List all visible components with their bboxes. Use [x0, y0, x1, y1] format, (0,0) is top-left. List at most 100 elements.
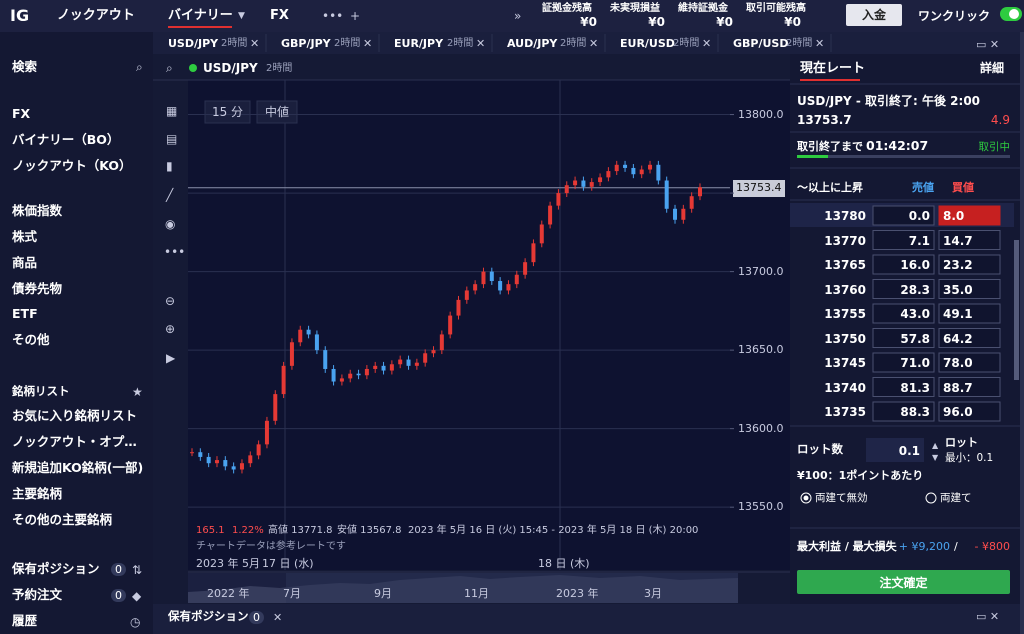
instrument-tab[interactable]: EUR/USD	[620, 37, 675, 50]
sell[interactable]: 7.1	[908, 233, 930, 248]
instrument-tab[interactable]: GBP/JPY	[281, 37, 331, 50]
buy[interactable]: 14.7	[943, 233, 973, 248]
panel-tab[interactable]: 詳細	[980, 61, 1005, 75]
interval-button[interactable]	[204, 100, 251, 124]
dropdown[interactable]: ▼	[238, 11, 245, 21]
price-type-button[interactable]	[256, 100, 298, 124]
menu-item[interactable]: ETF	[12, 306, 38, 321]
panel-tab[interactable]: 現在レート	[800, 61, 866, 76]
window[interactable]: ▭ ✕	[976, 610, 999, 623]
nav-tab[interactable]: FX	[270, 8, 289, 23]
close[interactable]: ✕	[273, 611, 282, 624]
add[interactable]: +	[350, 9, 360, 23]
tool[interactable]: ⊕	[165, 322, 175, 336]
menu-item[interactable]: ノックアウト（KO）	[12, 158, 132, 173]
deposit[interactable]: 入金	[861, 8, 886, 22]
candle-body	[281, 365, 286, 395]
instrument-tab[interactable]: EUR/JPY	[394, 37, 444, 50]
sell[interactable]: 57.8	[900, 331, 930, 346]
sell[interactable]: 16.0	[900, 258, 930, 272]
menu-item[interactable]: 株式	[12, 229, 38, 244]
deposit-button[interactable]	[846, 4, 902, 26]
search-icon[interactable]: ⌕	[136, 60, 143, 74]
spin[interactable]: ▲	[932, 441, 939, 450]
price-type[interactable]: 中値	[264, 105, 289, 119]
lot[interactable]: 0.1	[898, 444, 920, 458]
menu-item[interactable]: ノックアウト・オプ…	[12, 434, 137, 449]
sell[interactable]: 88.3	[900, 405, 930, 419]
radio-label[interactable]: 両建て	[940, 492, 972, 504]
sell[interactable]: 43.0	[900, 307, 930, 321]
menu-item[interactable]: その他	[12, 332, 50, 347]
buy[interactable]: 35.0	[943, 282, 973, 297]
candle-body	[614, 164, 619, 172]
tool[interactable]: ▦	[166, 104, 177, 118]
menu-item[interactable]: FX	[12, 106, 31, 121]
radio[interactable]	[800, 492, 812, 504]
menu-item[interactable]: 株価指数	[12, 203, 63, 218]
tool[interactable]: •••	[164, 245, 185, 259]
high: 高値 13771.8	[268, 525, 333, 536]
tool[interactable]: ⊖	[165, 294, 175, 308]
summary-label: 未実現損益	[610, 3, 660, 14]
scroll-thumb	[1014, 240, 1019, 380]
instrument-tab[interactable]: USD/JPY	[168, 37, 219, 50]
menu-item[interactable]: お気に入り銘柄リスト	[12, 408, 138, 423]
sell[interactable]: 81.3	[900, 380, 930, 395]
tag[interactable]: ◆	[132, 589, 142, 603]
tab-close-icon: ✕	[476, 37, 485, 50]
nav-tab[interactable]: バイナリー	[168, 8, 233, 23]
sell[interactable]: 0.0	[908, 209, 930, 223]
candle-body	[573, 180, 578, 186]
window[interactable]: ▭ ✕	[976, 38, 999, 51]
lot-input[interactable]	[866, 438, 924, 462]
submit[interactable]: 注文確定	[879, 576, 928, 590]
buy[interactable]: 23.2	[943, 258, 973, 272]
sell-box	[872, 377, 935, 397]
menu-item[interactable]: 保有ポジション	[12, 561, 100, 576]
per-point: ¥100：1ポイントあたり	[797, 469, 924, 482]
search-icon[interactable]: ⌕	[166, 61, 173, 75]
tool[interactable]: ▶	[166, 351, 176, 365]
radio[interactable]	[925, 492, 937, 504]
search[interactable]: 検索	[12, 59, 38, 74]
sell[interactable]: 28.3	[900, 282, 930, 297]
tool[interactable]: ╱	[165, 187, 174, 202]
instrument-tab[interactable]: AUD/JPY	[507, 37, 558, 50]
tool[interactable]: ◉	[165, 217, 175, 231]
sell[interactable]: 71.0	[900, 356, 930, 370]
nav-tab[interactable]: ノックアウト	[57, 8, 135, 23]
history-icon[interactable]: ◷	[130, 615, 141, 629]
menu-item[interactable]: 債券先物	[12, 281, 63, 296]
expand[interactable]: »	[514, 9, 521, 23]
buy-box	[938, 328, 1001, 348]
more[interactable]: •••	[322, 9, 343, 23]
interval[interactable]: 15 分	[211, 105, 244, 119]
candle-body	[564, 185, 569, 194]
radio-label[interactable]: 両建て無効	[815, 492, 868, 504]
sort[interactable]: ⇅	[132, 563, 142, 577]
bottom-label[interactable]: 保有ポジション	[168, 609, 249, 623]
buy[interactable]: 78.0	[943, 356, 973, 370]
menu-item[interactable]: 主要銘柄	[12, 486, 63, 501]
menu-item[interactable]: 商品	[12, 255, 38, 270]
instrument-tf: 2時間	[560, 38, 587, 49]
buy[interactable]: 49.1	[943, 307, 973, 321]
menu-item[interactable]: 履歴	[12, 613, 38, 628]
buy[interactable]: 8.0	[943, 209, 965, 223]
tool[interactable]: ▤	[166, 132, 177, 146]
menu-item[interactable]: 新規追加KO銘柄(一部)	[12, 460, 144, 475]
candle-body	[698, 187, 702, 197]
spin[interactable]: ▼	[932, 453, 939, 462]
submit-button[interactable]	[797, 570, 1010, 594]
buy[interactable]: 88.7	[943, 380, 973, 395]
star-icon[interactable]: ★	[132, 385, 143, 399]
buy[interactable]: 64.2	[943, 331, 973, 346]
instrument-tab[interactable]: GBP/USD	[733, 37, 789, 50]
menu-item[interactable]: バイナリー（BO）	[12, 132, 120, 147]
buy[interactable]: 96.0	[943, 405, 973, 419]
menu-item[interactable]: その他の主要銘柄	[12, 512, 113, 527]
tool[interactable]: ▮	[166, 159, 173, 173]
menu-item[interactable]: 予約注文	[12, 587, 63, 602]
strike: 13735	[824, 405, 866, 419]
